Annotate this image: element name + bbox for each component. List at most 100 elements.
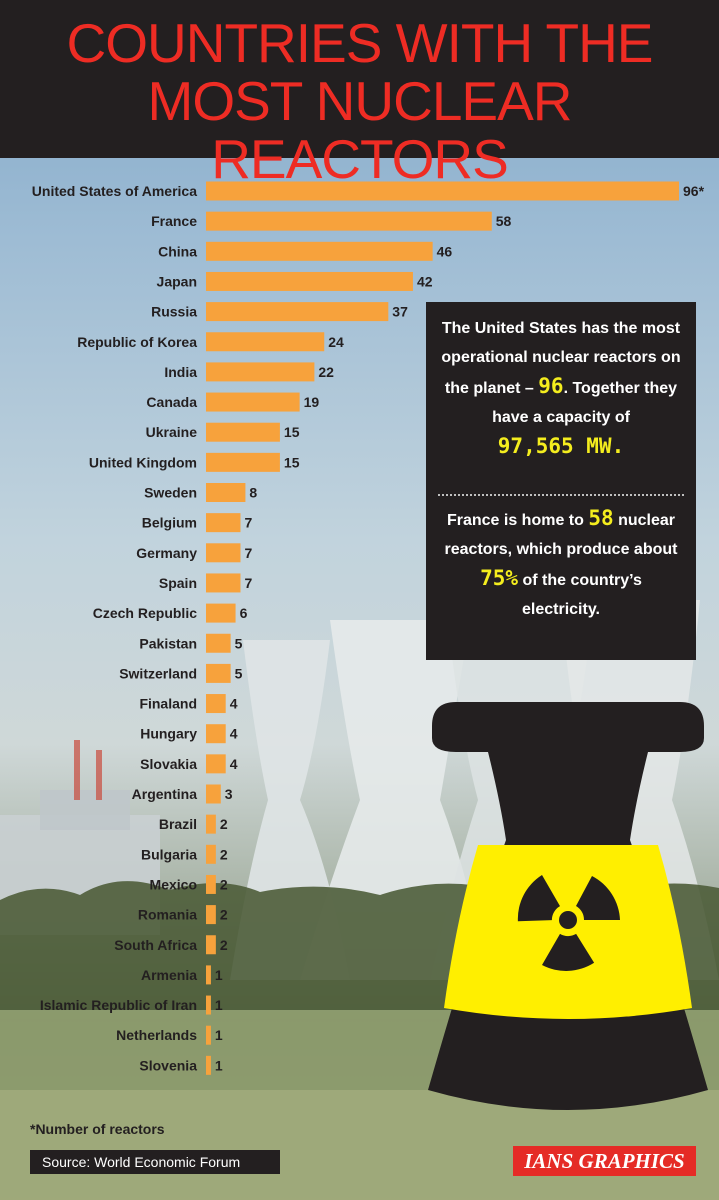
- france-fact: France is home to 58 nuclear reactors, w…: [440, 504, 682, 624]
- value-label: 42: [417, 273, 433, 289]
- category-label: Belgium: [142, 515, 197, 531]
- france-reactor-count: 58: [588, 506, 614, 530]
- bar: [206, 694, 226, 714]
- france-fact-text-2: nuclear reactors, which produce about: [444, 512, 678, 558]
- value-label: 58: [496, 213, 512, 229]
- value-label: 7: [244, 515, 252, 531]
- value-label: 4: [230, 696, 238, 712]
- bar: [206, 181, 679, 201]
- us-reactor-count: 96: [538, 374, 564, 398]
- bar: [206, 302, 389, 322]
- plant-chimney: [96, 750, 102, 800]
- category-label: Finaland: [139, 696, 197, 712]
- bar: [206, 483, 246, 502]
- bar: [206, 332, 325, 352]
- france-fact-text: France is home to: [446, 512, 584, 529]
- bar: [206, 603, 236, 623]
- category-label: China: [158, 243, 197, 259]
- category-label: India: [164, 364, 197, 380]
- value-label: 2: [220, 907, 228, 923]
- category-label: Switzerland: [119, 665, 197, 681]
- value-label: 7: [244, 545, 252, 561]
- value-label: 5: [235, 665, 243, 681]
- category-label: Bulgaria: [141, 846, 197, 862]
- source-label: Source: World Economic Forum: [30, 1150, 280, 1174]
- category-label: United Kingdom: [89, 454, 197, 470]
- bar: [206, 844, 216, 864]
- value-label: 4: [230, 726, 238, 742]
- plant-building: [40, 790, 130, 830]
- bar: [206, 422, 280, 442]
- category-label: Hungary: [140, 726, 197, 742]
- value-label: 15: [284, 424, 300, 440]
- divider: [438, 494, 684, 496]
- bar: [206, 935, 216, 955]
- bar: [206, 362, 315, 382]
- category-label: Sweden: [144, 485, 197, 501]
- category-label: Netherlands: [116, 1027, 197, 1043]
- bar: [206, 724, 226, 744]
- value-label: 46: [437, 243, 453, 259]
- value-label: 5: [235, 635, 243, 651]
- bar: [206, 995, 211, 1015]
- page-title: COUNTRIES WITH THE MOST NUCLEAR REACTORS: [66, 12, 654, 190]
- category-label: Japan: [157, 273, 197, 289]
- bar: [206, 633, 231, 653]
- value-label: 19: [304, 394, 320, 410]
- category-label: Brazil: [159, 816, 197, 832]
- category-label: Ukraine: [146, 424, 198, 440]
- bar: [206, 211, 492, 231]
- bar: [206, 513, 241, 533]
- value-label: 1: [215, 967, 223, 983]
- value-label: 22: [318, 364, 334, 380]
- category-label: Czech Republic: [93, 605, 197, 621]
- bar: [206, 874, 216, 894]
- value-label: 2: [220, 816, 228, 832]
- bar: [206, 663, 231, 683]
- category-label: United States of America: [32, 183, 197, 199]
- category-label: Slovenia: [139, 1057, 197, 1073]
- value-label: 2: [220, 876, 228, 892]
- us-capacity: 97,565 MW.: [497, 434, 625, 458]
- value-label: 3: [225, 786, 233, 802]
- bar: [206, 1025, 211, 1045]
- bar: [206, 965, 211, 985]
- category-label: Argentina: [132, 786, 198, 802]
- france-fact-text-3: of the country’s electricity.: [522, 572, 642, 618]
- bar: [206, 543, 241, 563]
- info-box: The United States has the most operation…: [426, 302, 696, 660]
- bar: [206, 452, 280, 472]
- value-label: 15: [284, 454, 300, 470]
- category-label: Canada: [146, 394, 197, 410]
- category-label: Pakistan: [139, 635, 197, 651]
- category-label: Mexico: [150, 876, 197, 892]
- value-label: 2: [220, 846, 228, 862]
- category-label: Slovakia: [140, 756, 197, 772]
- bar: [206, 271, 413, 291]
- france-percent: 75%: [480, 566, 519, 590]
- bar: [206, 784, 221, 804]
- value-label: 24: [328, 334, 344, 350]
- category-label: Republic of Korea: [77, 334, 197, 350]
- footnote: *Number of reactors: [30, 1121, 165, 1137]
- category-label: Islamic Republic of Iran: [40, 997, 197, 1013]
- value-label: 8: [249, 485, 257, 501]
- bar: [206, 392, 300, 412]
- value-label: 4: [230, 756, 238, 772]
- bar: [206, 814, 216, 834]
- value-label: 1: [215, 1057, 223, 1073]
- value-label: 96*: [683, 183, 705, 199]
- credit-label: IANS GRAPHICS: [513, 1146, 696, 1176]
- category-label: Romania: [138, 907, 197, 923]
- category-label: Russia: [151, 304, 197, 320]
- bar: [206, 754, 226, 774]
- bar: [206, 241, 433, 261]
- bar: [206, 905, 216, 925]
- us-fact-text: The United States has the most operation…: [441, 320, 681, 397]
- category-label: Armenia: [141, 967, 197, 983]
- value-label: 37: [392, 304, 408, 320]
- value-label: 6: [240, 605, 248, 621]
- header-band: COUNTRIES WITH THE MOST NUCLEAR REACTORS: [0, 0, 719, 188]
- value-label: 7: [244, 575, 252, 591]
